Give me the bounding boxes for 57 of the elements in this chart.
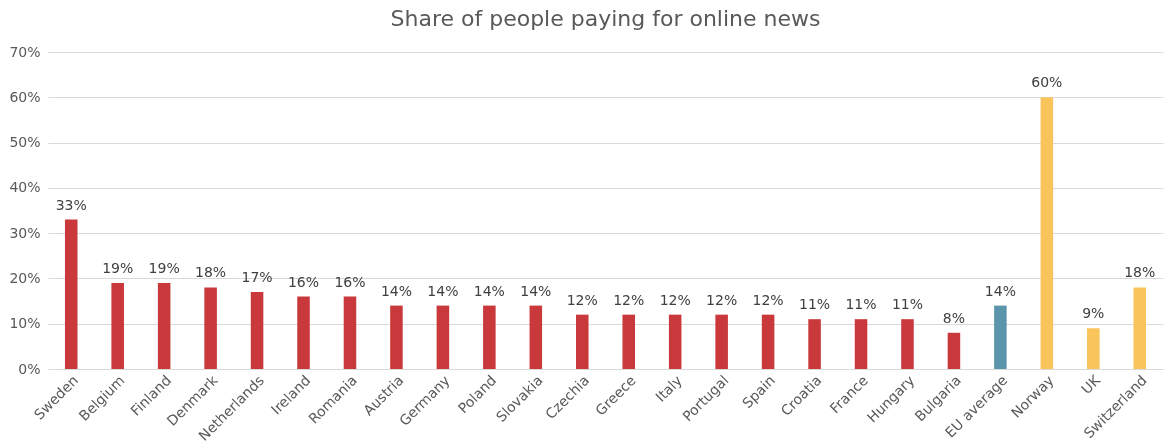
bar (1040, 97, 1054, 369)
bar (715, 314, 728, 369)
bar (576, 314, 589, 369)
bar (1133, 287, 1147, 369)
bar (297, 296, 310, 369)
data-label: 12% (659, 291, 691, 308)
data-label: 18% (1124, 264, 1156, 281)
bar (157, 282, 171, 369)
bar (390, 305, 403, 369)
bar (854, 319, 868, 369)
bar (901, 319, 914, 369)
data-label: 8% (942, 309, 966, 326)
bar (808, 319, 821, 369)
y-tick-label: 0% (18, 360, 41, 377)
data-label: 12% (566, 291, 598, 308)
data-label: 12% (752, 291, 784, 308)
bar (436, 305, 450, 369)
bar (250, 292, 264, 369)
data-label: 14% (473, 282, 505, 299)
bar (529, 305, 543, 369)
bar (64, 219, 78, 369)
y-tick-label: 70% (9, 43, 41, 60)
bar (668, 314, 682, 369)
data-label: 33% (55, 196, 87, 213)
data-label: 9% (1082, 305, 1105, 322)
data-label: 60% (1031, 74, 1063, 91)
y-tick-label: 30% (9, 224, 41, 241)
bar (1087, 328, 1100, 369)
data-label: 12% (613, 291, 645, 308)
bar (994, 305, 1007, 369)
y-tick-label: 10% (9, 315, 41, 332)
data-label: 19% (102, 259, 134, 276)
bar (111, 282, 124, 369)
y-tick-label: 40% (9, 179, 41, 196)
bar (622, 314, 635, 369)
data-label: 14% (427, 282, 459, 299)
data-label: 14% (984, 282, 1016, 299)
data-label: 11% (799, 296, 831, 313)
bar (343, 296, 357, 369)
bar (204, 287, 217, 369)
bar (947, 332, 961, 369)
y-tick-label: 50% (9, 134, 41, 151)
chart-title: Share of people paying for online news (390, 6, 821, 31)
data-label: 12% (706, 291, 738, 308)
data-label: 11% (891, 296, 924, 313)
data-label: 16% (334, 273, 366, 290)
y-tick-label: 60% (9, 88, 41, 105)
bar (483, 305, 496, 369)
bar (761, 314, 775, 369)
data-label: 19% (148, 259, 180, 276)
data-label: 18% (195, 264, 227, 281)
data-label: 17% (241, 269, 273, 286)
y-tick-label: 20% (9, 269, 41, 286)
data-label: 14% (380, 282, 412, 299)
data-label: 11% (845, 296, 877, 313)
data-label: 16% (287, 273, 320, 290)
data-label: 14% (520, 282, 552, 299)
